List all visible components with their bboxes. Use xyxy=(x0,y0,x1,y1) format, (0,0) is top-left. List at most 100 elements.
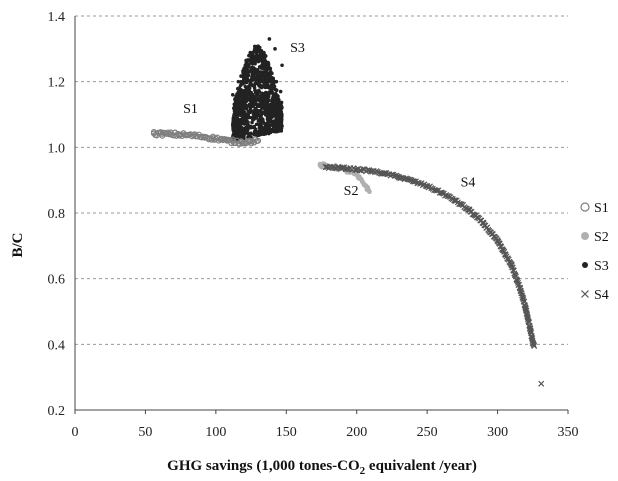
data-point xyxy=(268,71,272,75)
data-point xyxy=(236,90,241,95)
data-point xyxy=(253,100,258,105)
data-point xyxy=(235,94,240,99)
data-point xyxy=(167,131,174,138)
data-point xyxy=(236,109,240,114)
data-point xyxy=(257,83,261,88)
data-point xyxy=(259,97,264,101)
data-point xyxy=(277,104,282,109)
series-annotation-s3: S3 xyxy=(290,41,305,56)
data-point xyxy=(258,114,263,119)
data-point xyxy=(238,93,243,97)
data-point xyxy=(201,133,208,140)
data-point xyxy=(249,101,254,106)
data-point xyxy=(231,120,236,125)
data-point xyxy=(238,103,243,108)
data-point xyxy=(267,98,271,103)
data-point xyxy=(260,71,264,75)
data-point xyxy=(262,66,266,71)
data-point xyxy=(242,111,246,116)
data-point xyxy=(273,102,278,107)
data-point xyxy=(362,182,368,188)
data-point xyxy=(243,105,248,110)
data-point xyxy=(257,54,262,58)
series-s1 xyxy=(150,129,262,147)
x-tick-label: 100 xyxy=(205,425,226,440)
data-point xyxy=(257,125,262,130)
data-point xyxy=(270,75,274,80)
data-point xyxy=(239,131,244,136)
data-point xyxy=(245,72,250,77)
data-point xyxy=(230,93,235,97)
data-point xyxy=(231,128,236,132)
data-point xyxy=(263,124,268,128)
data-point xyxy=(381,170,388,177)
data-point xyxy=(272,84,277,89)
data-point xyxy=(246,78,251,83)
data-point xyxy=(264,71,268,75)
data-point xyxy=(265,111,270,116)
data-point xyxy=(238,83,243,88)
data-point xyxy=(270,129,274,134)
data-point xyxy=(538,380,545,387)
data-point xyxy=(243,90,247,95)
data-point xyxy=(517,285,524,292)
data-point xyxy=(249,68,254,73)
data-point xyxy=(273,87,278,92)
data-point xyxy=(272,95,277,100)
data-point xyxy=(236,79,241,84)
data-point xyxy=(249,81,253,86)
data-point xyxy=(218,136,225,143)
x-tick-labels: 0 50 100 150 200 250 300 350 xyxy=(72,425,579,440)
data-point xyxy=(278,89,283,94)
data-point xyxy=(261,58,265,63)
x-tick-label: 200 xyxy=(346,425,367,440)
data-point xyxy=(271,79,276,83)
data-point xyxy=(232,106,236,110)
data-point xyxy=(250,58,255,63)
data-point xyxy=(260,62,265,67)
x-tick-label: 300 xyxy=(487,425,508,440)
data-point xyxy=(494,237,501,244)
data-point xyxy=(258,132,263,137)
data-point xyxy=(466,207,473,214)
data-point xyxy=(251,77,255,82)
data-point xyxy=(236,99,241,104)
data-point xyxy=(253,48,258,53)
data-point xyxy=(247,62,251,67)
data-point xyxy=(367,167,374,174)
data-point xyxy=(272,105,276,110)
data-point xyxy=(424,183,431,190)
data-point xyxy=(262,111,266,115)
data-point xyxy=(508,262,515,269)
data-point xyxy=(249,131,253,136)
data-point xyxy=(263,54,268,58)
data-point xyxy=(236,131,240,135)
data-point xyxy=(159,130,166,137)
data-point xyxy=(359,166,366,173)
data-point xyxy=(257,117,262,122)
data-point xyxy=(411,178,418,185)
x-tick-label: 150 xyxy=(276,425,297,440)
data-point xyxy=(529,339,536,346)
data-point xyxy=(265,74,269,79)
y-tick-label: 0.6 xyxy=(48,273,66,288)
data-point xyxy=(249,52,254,57)
data-point xyxy=(238,124,242,128)
data-point xyxy=(239,120,243,125)
series-annotations: S1 S3 S2 S4 xyxy=(183,41,475,199)
series-s3 xyxy=(230,37,284,142)
data-point xyxy=(526,324,533,331)
data-point xyxy=(277,114,282,119)
data-point xyxy=(262,96,267,100)
y-tick-label: 0.4 xyxy=(48,338,66,353)
y-tick-labels: 0.2 0.4 0.6 0.8 1.0 1.2 1.4 xyxy=(48,10,66,419)
data-point xyxy=(452,197,459,204)
data-point xyxy=(271,112,275,117)
data-point xyxy=(246,120,250,125)
data-point xyxy=(245,97,250,101)
data-points xyxy=(150,37,545,387)
data-point xyxy=(357,176,362,181)
data-point xyxy=(256,96,260,101)
data-point xyxy=(243,64,248,69)
